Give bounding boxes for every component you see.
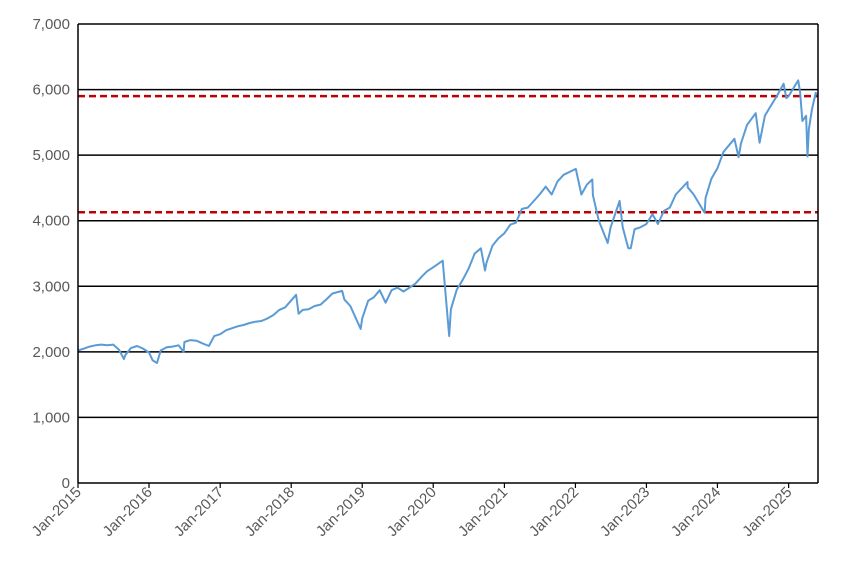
y-tick-label: 7,000 xyxy=(32,16,70,33)
y-tick-label: 4,000 xyxy=(32,213,70,230)
series-layer xyxy=(77,79,819,364)
y-tick-label: 2,000 xyxy=(32,344,70,361)
y-tick-label: 6,000 xyxy=(32,82,70,99)
x-tick-label: Jan-2015 xyxy=(29,484,85,540)
x-axis-tick-labels: Jan-2015 Jan-2016 Jan-2017 Jan-2018 Jan-2019… xyxy=(29,484,796,540)
axes xyxy=(77,24,819,488)
reference-lines xyxy=(78,94,818,214)
x-tick-label: Jan-2016 xyxy=(100,484,156,540)
x-tick-label: Jan-2019 xyxy=(313,484,369,540)
y-tick-label: 0 xyxy=(62,475,70,492)
y-tick-label: 3,000 xyxy=(32,278,70,295)
y-tick-label: 5,000 xyxy=(32,147,70,164)
x-tick-label: Jan-2017 xyxy=(171,484,227,540)
horizontal-gridlines xyxy=(78,23,818,419)
x-tick-label: Jan-2024 xyxy=(668,484,724,540)
y-axis-tick-labels: 0 1,000 2,000 3,000 4,000 5,000 6,000 7,000 xyxy=(32,16,70,492)
series-line-1 xyxy=(77,79,819,364)
x-tick-label: Jan-2023 xyxy=(597,484,653,540)
x-tick-label: Jan-2025 xyxy=(739,484,795,540)
x-tick-label: Jan-2022 xyxy=(526,484,582,540)
x-tick-label: Jan-2018 xyxy=(242,484,298,540)
y-tick-label: 1,000 xyxy=(32,409,70,426)
x-tick-label: Jan-2020 xyxy=(384,484,440,540)
x-tick-label: Jan-2021 xyxy=(455,484,511,540)
